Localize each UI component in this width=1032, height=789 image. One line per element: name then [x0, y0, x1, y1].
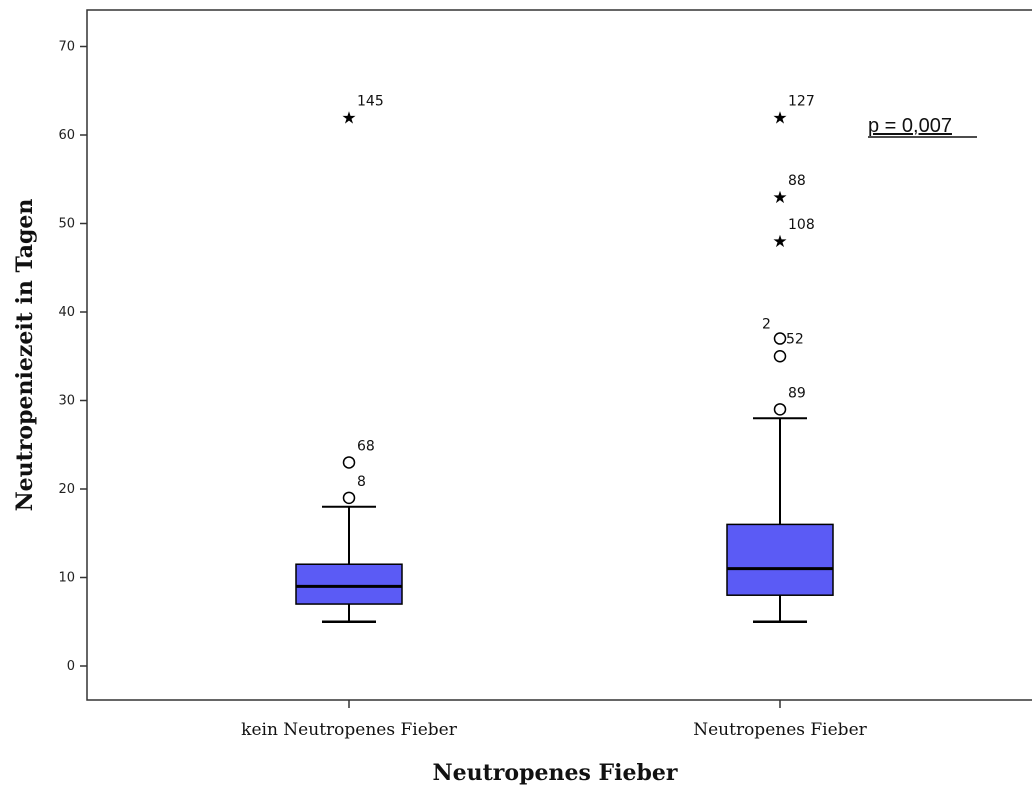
box [295, 563, 403, 605]
outlier-label: 89 [788, 385, 806, 401]
x-tick-label: Neutropenes Fieber [693, 720, 867, 740]
y-tick-label: 70 [58, 40, 75, 55]
y-axis-title: Neutropeniezeit in Tagen [12, 199, 38, 512]
p-value-annotation: p = 0,007 [868, 115, 952, 137]
outlier-label: 127 [788, 93, 815, 109]
outlier-circle [773, 332, 787, 345]
outlier-circle [342, 456, 356, 469]
y-axis: 0 10 20 30 40 50 60 70 [58, 40, 87, 674]
y-tick-label: 20 [58, 482, 75, 497]
extreme-star: ★ [772, 108, 787, 128]
outlier-label: 88 [788, 173, 806, 189]
outlier-circle [773, 403, 787, 416]
outlier-label: 145 [357, 93, 384, 109]
outlier-label: 52 [786, 332, 804, 348]
outlier-circle [342, 491, 356, 505]
x-tick-label: kein Neutropenes Fieber [241, 720, 458, 740]
outlier-label: 8 [357, 474, 366, 490]
outlier-circle [773, 350, 787, 363]
x-axis-title: Neutropenes Fieber [433, 760, 678, 786]
extreme-star: ★ [772, 232, 787, 252]
extreme-star: ★ [772, 188, 787, 208]
y-tick-label: 0 [67, 659, 75, 674]
outlier-label: 68 [357, 438, 375, 454]
box [726, 523, 834, 596]
extreme-star: ★ [341, 108, 356, 128]
boxes [295, 417, 834, 623]
y-tick-label: 60 [58, 128, 75, 143]
y-tick-label: 50 [58, 217, 75, 232]
y-tick-label: 40 [58, 305, 75, 320]
x-axis: kein Neutropenes Fieber Neutropenes Fiebe… [241, 700, 868, 740]
plot-frame [86, 9, 1032, 701]
outlier-label: 108 [788, 217, 815, 233]
y-tick-label: 10 [58, 571, 75, 586]
outlier-label: 2 [762, 317, 771, 333]
y-tick-label: 30 [58, 394, 75, 409]
